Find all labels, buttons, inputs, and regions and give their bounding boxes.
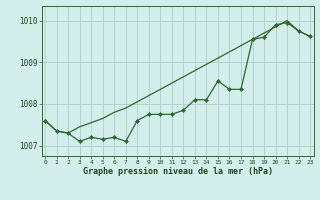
X-axis label: Graphe pression niveau de la mer (hPa): Graphe pression niveau de la mer (hPa) bbox=[83, 167, 273, 176]
